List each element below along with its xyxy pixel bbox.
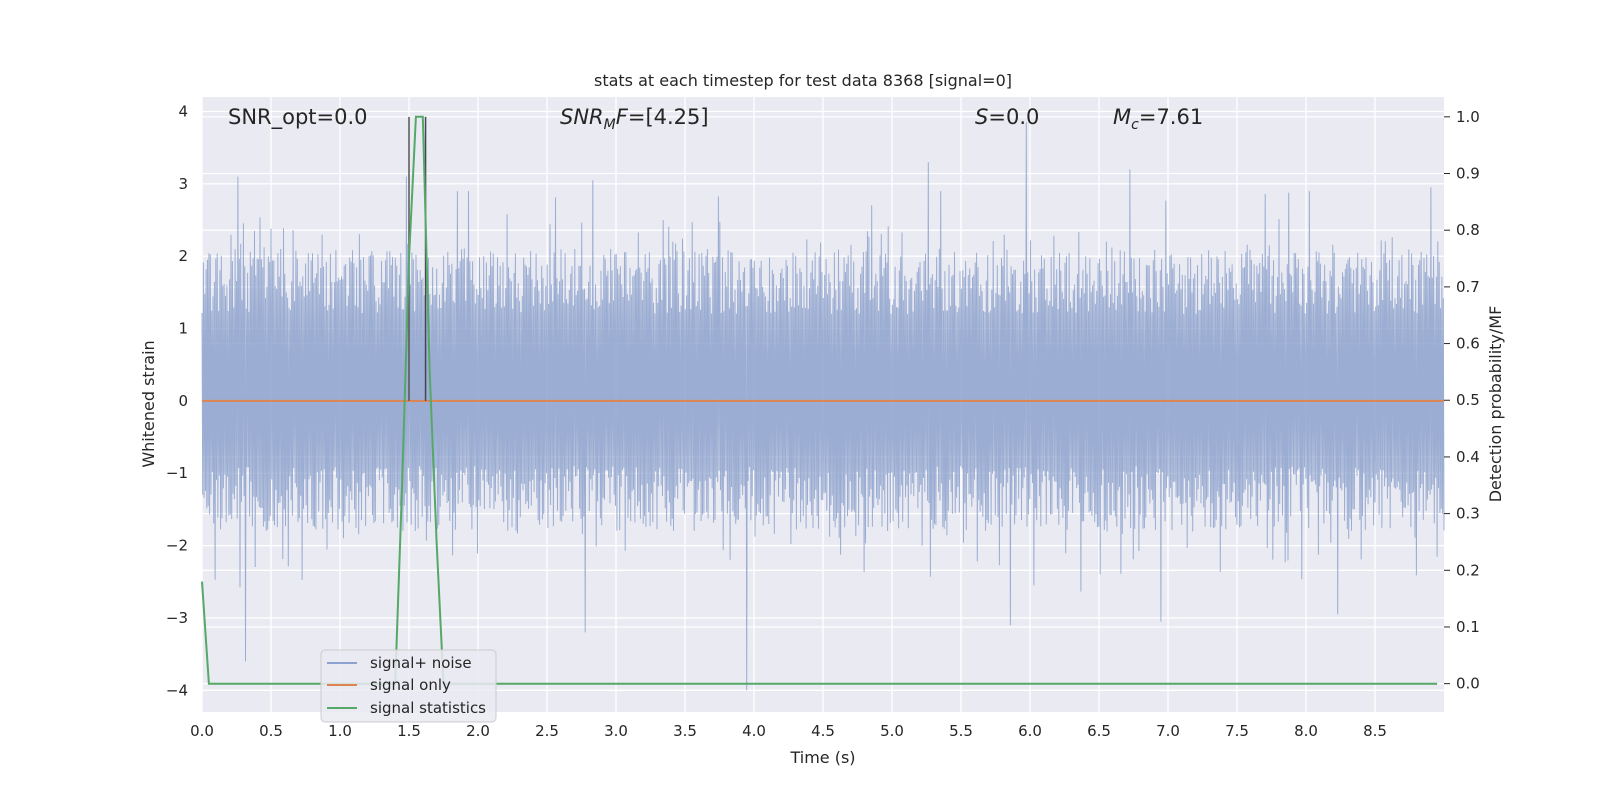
y2-tick-label: 1.0 xyxy=(1456,108,1480,126)
x-tick-label: 6.5 xyxy=(1087,722,1111,740)
y-ticks: 4 3 2 1 0 −1 −2 −3 −4 xyxy=(166,102,188,699)
x-tick-label: 2.5 xyxy=(535,722,559,740)
x-tick-label: 8.0 xyxy=(1294,722,1318,740)
x-tick-label: 5.5 xyxy=(949,722,973,740)
annotation-s: S=0.0 xyxy=(975,105,1039,129)
legend: signal+ noise signal only signal statist… xyxy=(320,649,497,723)
y2-tick-label: 0.9 xyxy=(1456,165,1480,183)
annotation-mc: Mc=7.61 xyxy=(1113,105,1203,133)
y2-tick-label: 0.7 xyxy=(1456,278,1480,296)
y2-axis-label: Detection probability/MF xyxy=(1486,306,1505,503)
x-tick-label: 4.0 xyxy=(742,722,766,740)
x-tick-label: 8.5 xyxy=(1363,722,1387,740)
y-tick-label: −3 xyxy=(166,609,188,627)
y-tick-label: −2 xyxy=(166,537,188,555)
x-tick-label: 2.0 xyxy=(466,722,490,740)
x-tick-label: 7.0 xyxy=(1156,722,1180,740)
annotation-mc-value: 7.61 xyxy=(1156,105,1203,129)
x-tick-label: 5.0 xyxy=(880,722,904,740)
y-tick-label: 0 xyxy=(178,392,188,410)
y2-tick-label: 0.5 xyxy=(1456,391,1480,409)
legend-label-signal-only: signal only xyxy=(370,676,451,694)
y2-tick-label: 0.8 xyxy=(1456,221,1480,239)
y-tick-label: 3 xyxy=(178,175,188,193)
y-axis-label: Whitened strain xyxy=(139,340,158,467)
legend-label-signal-noise: signal+ noise xyxy=(370,654,472,672)
x-tick-label: 4.5 xyxy=(811,722,835,740)
x-tick-label: 7.5 xyxy=(1225,722,1249,740)
y2-tick-label: 0.0 xyxy=(1456,675,1480,693)
legend-label-signal-statistics: signal statistics xyxy=(370,699,486,717)
y-tick-label: 2 xyxy=(178,247,188,265)
x-tick-label: 3.0 xyxy=(604,722,628,740)
annotation-snr-mf-value: [4.25] xyxy=(645,105,708,129)
x-axis-label: Time (s) xyxy=(789,748,855,767)
y-tick-label: 1 xyxy=(178,320,188,338)
x-tick-label: 3.5 xyxy=(673,722,697,740)
x-tick-label: 6.0 xyxy=(1018,722,1042,740)
y-tick-label: 4 xyxy=(178,102,188,120)
x-tick-label: 0.0 xyxy=(190,722,214,740)
series-lines xyxy=(201,115,1444,685)
y2-tick-label: 0.1 xyxy=(1456,618,1480,636)
y2-tick-label: 0.6 xyxy=(1456,335,1480,353)
legend-box xyxy=(320,649,497,723)
y-tick-label: −1 xyxy=(166,464,188,482)
signal-statistics-line xyxy=(201,115,1438,685)
annotation-snr-opt: SNR_opt=0.0 xyxy=(228,105,368,130)
y-tick-label: −4 xyxy=(166,681,188,699)
chart-title: stats at each timestep for test data 836… xyxy=(594,71,1012,90)
x-tick-label: 1.5 xyxy=(397,722,421,740)
y2-ticks: 1.0 0.9 0.8 0.7 0.6 0.5 0.4 0.3 0.2 0.1 0.0 xyxy=(1444,108,1480,693)
y2-tick-label: 0.4 xyxy=(1456,448,1480,466)
y2-tick-label: 0.3 xyxy=(1456,505,1480,523)
x-tick-label: 1.0 xyxy=(328,722,352,740)
x-ticks: 0.0 0.5 1.0 1.5 2.0 2.5 3.0 3.5 4.0 4.5 5.0 5.5 6.0 6… xyxy=(190,722,1387,740)
annotation-snr-mf: SNRMF=[4.25] xyxy=(560,105,709,133)
annotation-s-value: 0.0 xyxy=(1006,105,1039,129)
y2-tick-label: 0.2 xyxy=(1456,561,1480,579)
x-tick-label: 0.5 xyxy=(259,722,283,740)
